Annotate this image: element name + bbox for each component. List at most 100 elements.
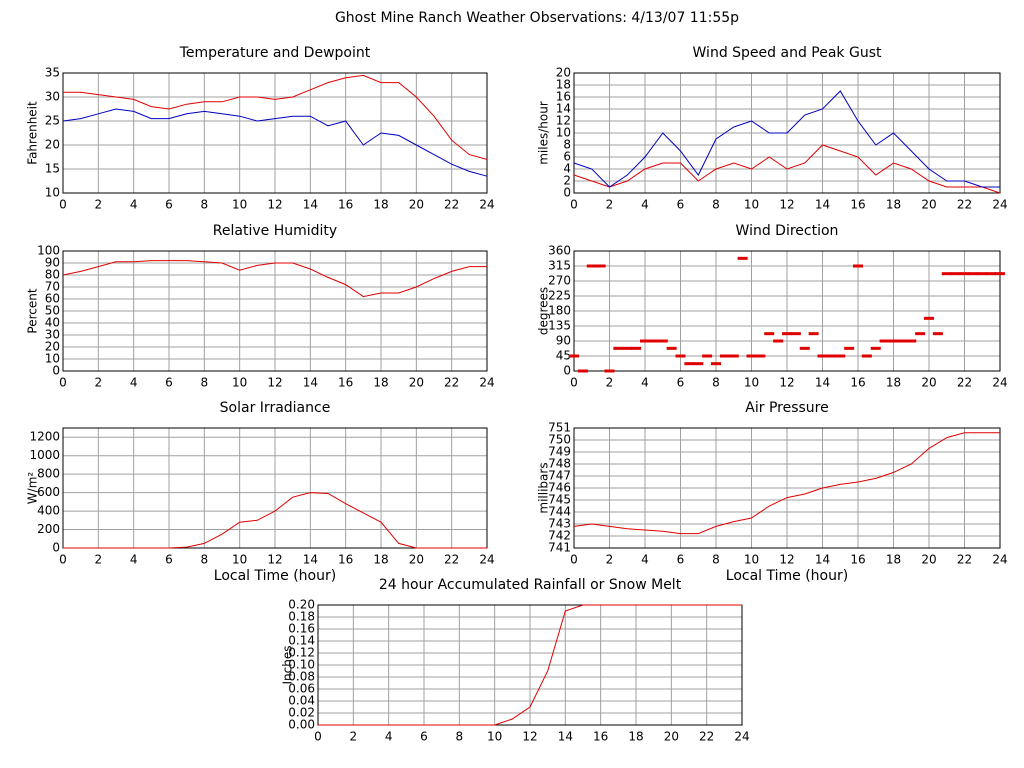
y-tick-label: 751 bbox=[548, 421, 571, 435]
chart-title: Air Pressure bbox=[745, 400, 828, 416]
x-tick-label: 8 bbox=[201, 376, 209, 390]
x-tick-label: 24 bbox=[734, 730, 749, 744]
x-tick-label: 8 bbox=[201, 198, 209, 212]
y-tick-label: 70 bbox=[45, 280, 60, 294]
x-tick-label: 18 bbox=[373, 553, 388, 567]
series-line bbox=[62, 260, 487, 298]
y-tick-label: 742 bbox=[548, 529, 571, 543]
chart-title: Temperature and Dewpoint bbox=[179, 45, 371, 61]
y-tick-label: 18 bbox=[556, 78, 571, 92]
scatter-point bbox=[808, 332, 819, 336]
y-axis-label: W/m² bbox=[26, 472, 40, 505]
x-tick-label: 24 bbox=[479, 553, 494, 567]
scatter-point bbox=[684, 362, 695, 366]
x-tick-label: 6 bbox=[165, 376, 173, 390]
y-tick-label: 30 bbox=[45, 328, 60, 342]
series-line bbox=[62, 108, 488, 177]
scatter-point bbox=[631, 346, 642, 350]
x-tick-label: 20 bbox=[921, 553, 936, 567]
x-tick-label: 20 bbox=[921, 198, 936, 212]
y-tick-label: 180 bbox=[548, 304, 571, 318]
y-tick-label: 12 bbox=[556, 114, 571, 128]
y-tick-label: 20 bbox=[556, 66, 571, 80]
x-tick-label: 14 bbox=[303, 376, 318, 390]
x-tick-label: 10 bbox=[744, 198, 759, 212]
scatter-point bbox=[986, 272, 997, 276]
y-tick-label: 600 bbox=[37, 485, 60, 499]
chart-title: Wind Direction bbox=[736, 223, 839, 239]
scatter-point bbox=[640, 339, 650, 343]
series-line bbox=[573, 144, 1001, 194]
y-tick-label: 748 bbox=[548, 457, 571, 471]
x-tick-label: 12 bbox=[779, 376, 794, 390]
x-tick-label: 0 bbox=[570, 553, 578, 567]
scatter-point bbox=[888, 339, 899, 343]
x-tick-label: 14 bbox=[303, 553, 318, 567]
y-tick-label: 0.00 bbox=[288, 718, 315, 732]
x-tick-label: 4 bbox=[130, 376, 138, 390]
x-tick-label: 12 bbox=[267, 553, 282, 567]
x-tick-label: 14 bbox=[303, 198, 318, 212]
x-tick-label: 8 bbox=[712, 553, 720, 567]
y-axis-label: Fahrenheit bbox=[26, 101, 40, 165]
y-tick-label: 14 bbox=[556, 102, 571, 116]
y-tick-label: 20 bbox=[45, 138, 60, 152]
scatter-point bbox=[879, 339, 890, 343]
y-tick-label: 30 bbox=[45, 90, 60, 104]
x-tick-label: 10 bbox=[232, 376, 247, 390]
y-tick-label: 0 bbox=[52, 541, 60, 555]
x-tick-label: 8 bbox=[456, 730, 464, 744]
x-tick-label: 2 bbox=[95, 553, 103, 567]
x-tick-label: 2 bbox=[606, 376, 614, 390]
x-tick-label: 22 bbox=[444, 198, 459, 212]
scatter-point bbox=[666, 346, 677, 350]
scatter-point bbox=[906, 339, 917, 343]
x-tick-label: 20 bbox=[409, 376, 424, 390]
y-tick-label: 8 bbox=[563, 138, 571, 152]
scatter-point bbox=[950, 272, 961, 276]
y-tick-label: 0 bbox=[52, 364, 60, 378]
scatter-point bbox=[826, 354, 837, 358]
chart-panel: Air Pressure7417427437447457467477487497… bbox=[537, 400, 1008, 584]
x-tick-label: 10 bbox=[744, 376, 759, 390]
y-tick-label: 1200 bbox=[29, 430, 60, 444]
x-tick-label: 2 bbox=[95, 376, 103, 390]
x-tick-label: 0 bbox=[570, 376, 578, 390]
scatter-point bbox=[711, 362, 721, 366]
x-tick-label: 4 bbox=[385, 730, 393, 744]
x-tick-label: 10 bbox=[487, 730, 502, 744]
x-tick-label: 0 bbox=[59, 376, 67, 390]
y-tick-label: 270 bbox=[548, 274, 571, 288]
scatter-point bbox=[622, 346, 633, 350]
scatter-point bbox=[861, 354, 872, 358]
x-tick-label: 16 bbox=[338, 198, 353, 212]
chart-panel: Wind Speed and Peak Gust0246810121416182… bbox=[537, 45, 1008, 212]
plot-frame bbox=[573, 250, 1001, 372]
scatter-point bbox=[737, 256, 748, 260]
scatter-point bbox=[702, 354, 713, 358]
scatter-point bbox=[755, 354, 766, 358]
y-tick-label: 20 bbox=[45, 340, 60, 354]
y-tick-label: 90 bbox=[45, 256, 60, 270]
y-axis-label: millibars bbox=[537, 462, 551, 513]
y-axis-label: Inches bbox=[281, 646, 295, 685]
y-tick-label: 745 bbox=[548, 493, 571, 507]
x-tick-label: 16 bbox=[850, 376, 865, 390]
x-tick-label: 16 bbox=[593, 730, 608, 744]
x-tick-label: 4 bbox=[641, 553, 649, 567]
chart-title: Wind Speed and Peak Gust bbox=[693, 45, 882, 61]
y-tick-label: 743 bbox=[548, 517, 571, 531]
scatter-point bbox=[613, 346, 624, 350]
x-tick-label: 6 bbox=[165, 553, 173, 567]
plot-frame bbox=[62, 72, 488, 194]
x-axis-label: Local Time (hour) bbox=[214, 568, 336, 584]
y-tick-label: 225 bbox=[548, 289, 571, 303]
y-tick-label: 0.16 bbox=[288, 622, 315, 636]
y-tick-label: 749 bbox=[548, 445, 571, 459]
y-tick-label: 1000 bbox=[29, 448, 60, 462]
x-tick-label: 8 bbox=[712, 376, 720, 390]
x-tick-label: 12 bbox=[779, 553, 794, 567]
x-tick-label: 14 bbox=[815, 376, 830, 390]
